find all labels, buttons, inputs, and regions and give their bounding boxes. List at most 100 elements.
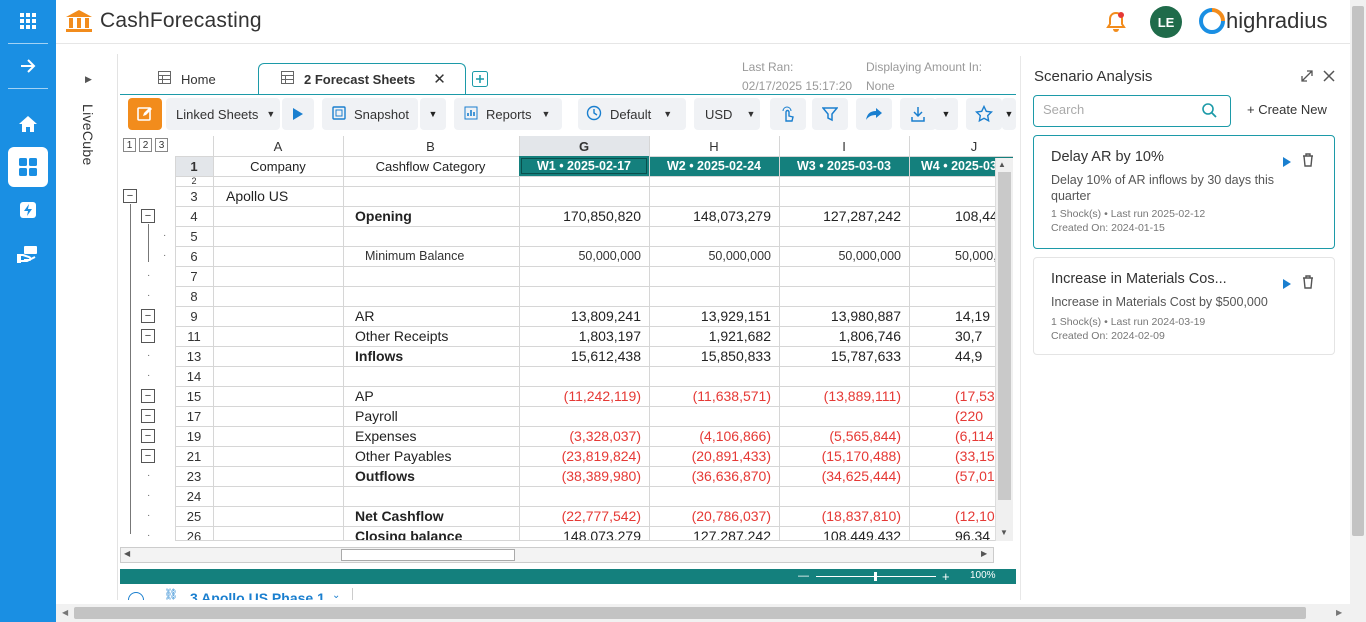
notification-bell-icon[interactable] <box>1106 11 1126 38</box>
cell-company[interactable] <box>213 406 343 426</box>
apps-grid-icon[interactable] <box>8 1 48 41</box>
cell-value[interactable]: 108,449,432 <box>823 528 901 541</box>
scroll-right-icon[interactable]: ▶ <box>981 549 988 558</box>
cell-company[interactable] <box>213 226 343 246</box>
cell-value[interactable]: 30,7 <box>955 328 983 344</box>
cell-category[interactable]: AR <box>355 308 375 324</box>
chevron-down-icon[interactable]: ⌄ <box>332 590 341 600</box>
cell-value[interactable] <box>649 226 779 246</box>
cell-value[interactable] <box>519 406 649 426</box>
linked-sheets-dropdown[interactable]: Linked Sheets ▼ <box>166 98 280 130</box>
close-tab-icon[interactable]: ✕ <box>433 71 446 88</box>
snapshot-button[interactable]: Snapshot <box>322 98 418 130</box>
cell-category[interactable] <box>343 486 519 506</box>
lightning-icon[interactable] <box>8 190 48 230</box>
cell-value[interactable]: 127,287,242 <box>693 528 771 541</box>
add-tab-icon[interactable] <box>472 71 488 92</box>
cell-company[interactable] <box>213 426 343 446</box>
row-number[interactable]: 7 <box>190 268 198 284</box>
cell-category[interactable]: Outflows <box>355 468 415 484</box>
cell-category[interactable] <box>343 226 519 246</box>
page-vscroll-thumb[interactable] <box>1352 6 1364 536</box>
row-number[interactable]: 5 <box>190 228 198 244</box>
scenario-search[interactable] <box>1033 95 1231 127</box>
collapse-row-icon[interactable]: − <box>141 409 155 423</box>
cell-company[interactable] <box>213 306 343 326</box>
scenario-search-input[interactable] <box>1043 102 1193 117</box>
row-number[interactable]: 25 <box>186 508 202 524</box>
favorite-star-icon[interactable] <box>966 98 1002 130</box>
cell-category[interactable]: Expenses <box>355 428 417 444</box>
cell-value[interactable]: (36,636,870) <box>691 468 771 484</box>
cell-company[interactable] <box>213 246 343 266</box>
horizontal-scrollbar[interactable]: ◀ ▶ <box>120 547 994 563</box>
cell-company[interactable] <box>213 346 343 366</box>
row-number[interactable]: 24 <box>186 488 202 504</box>
cell-value[interactable]: 1,921,682 <box>708 328 771 344</box>
row-number[interactable]: 3 <box>190 188 198 204</box>
cell-value[interactable]: 148,073,279 <box>693 208 771 224</box>
row-number[interactable]: 21 <box>186 448 202 464</box>
tab-home[interactable]: Home <box>158 64 216 94</box>
cell-category[interactable]: AP <box>355 388 374 404</box>
cell-value[interactable]: 170,850,820 <box>563 208 641 224</box>
row-number[interactable]: 17 <box>186 408 202 424</box>
cell-value[interactable]: (38,389,980) <box>561 468 641 484</box>
cell-company[interactable] <box>213 266 343 286</box>
cell-company[interactable]: Apollo US <box>226 188 289 204</box>
row-number[interactable]: 26 <box>186 528 202 542</box>
row-number[interactable]: 13 <box>186 348 202 364</box>
cell-company[interactable] <box>213 206 343 226</box>
cell-value[interactable]: (20,891,433) <box>691 448 771 464</box>
scenario-card[interactable]: Delay AR by 10% Delay 10% of AR inflows … <box>1033 135 1335 249</box>
outline-level-1[interactable]: 1 <box>123 138 136 152</box>
spreadsheet-grid[interactable]: 1 2 3 A B G H I J Company Cashflow Categ… <box>120 136 1013 541</box>
zoom-in-icon[interactable]: + <box>942 569 950 584</box>
cell-value[interactable]: (3,328,037) <box>569 428 641 444</box>
column-letter-b[interactable]: B <box>343 136 518 156</box>
cell-company[interactable] <box>213 386 343 406</box>
cell-value[interactable]: 13,929,151 <box>700 308 771 324</box>
horizontal-scroll-thumb[interactable] <box>341 549 515 561</box>
cell-category[interactable] <box>343 366 519 386</box>
cell-value[interactable] <box>779 286 909 306</box>
cell-value[interactable] <box>649 486 779 506</box>
page-scroll-thumb[interactable] <box>74 607 1306 619</box>
cell-value[interactable]: (11,638,571) <box>692 388 771 404</box>
delete-scenario-icon[interactable] <box>1302 275 1314 294</box>
header-week-2[interactable]: W2 • 2025-02-24 <box>649 156 779 176</box>
expand-panel-icon[interactable] <box>1301 69 1313 87</box>
cell-value[interactable] <box>779 406 909 426</box>
scroll-right-icon[interactable]: ▶ <box>1336 608 1343 617</box>
home-icon[interactable] <box>8 104 48 144</box>
collapse-row-icon[interactable]: − <box>123 189 137 203</box>
dashboard-icon[interactable] <box>8 147 48 187</box>
row-number[interactable]: 11 <box>187 328 201 344</box>
cell-category[interactable]: Other Payables <box>355 448 452 464</box>
cell-value[interactable]: (17,533 <box>955 388 1003 404</box>
zoom-slider-handle[interactable] <box>874 572 877 581</box>
row-number[interactable]: 23 <box>186 468 202 484</box>
cell-value[interactable]: 127,287,242 <box>823 208 901 224</box>
collapse-row-icon[interactable]: − <box>141 209 155 223</box>
page-vertical-scrollbar[interactable] <box>1350 0 1366 622</box>
scroll-left-icon[interactable]: ◀ <box>124 549 131 558</box>
cell-value[interactable]: (20,786,037) <box>691 508 771 524</box>
cell-category[interactable]: Payroll <box>355 408 398 424</box>
download-icon[interactable] <box>900 98 936 130</box>
expand-arrow-icon[interactable] <box>8 46 48 86</box>
vertical-scroll-thumb[interactable] <box>998 172 1011 500</box>
cell-value[interactable] <box>519 366 649 386</box>
edit-button[interactable] <box>128 98 162 130</box>
outline-level-2[interactable]: 2 <box>139 138 152 152</box>
cell-value[interactable]: (22,777,542) <box>561 508 641 524</box>
cell-company[interactable] <box>213 326 343 346</box>
cell-value[interactable]: 1,806,746 <box>838 328 901 344</box>
cash-hand-icon[interactable] <box>8 234 48 274</box>
header-week-3[interactable]: W3 • 2025-03-03 <box>779 156 909 176</box>
close-panel-icon[interactable] <box>1323 69 1335 87</box>
cell-value[interactable]: 50,000,000 <box>838 249 901 263</box>
cell-value[interactable] <box>519 266 649 286</box>
cell-value[interactable] <box>779 266 909 286</box>
column-letter-a[interactable]: A <box>213 136 343 156</box>
